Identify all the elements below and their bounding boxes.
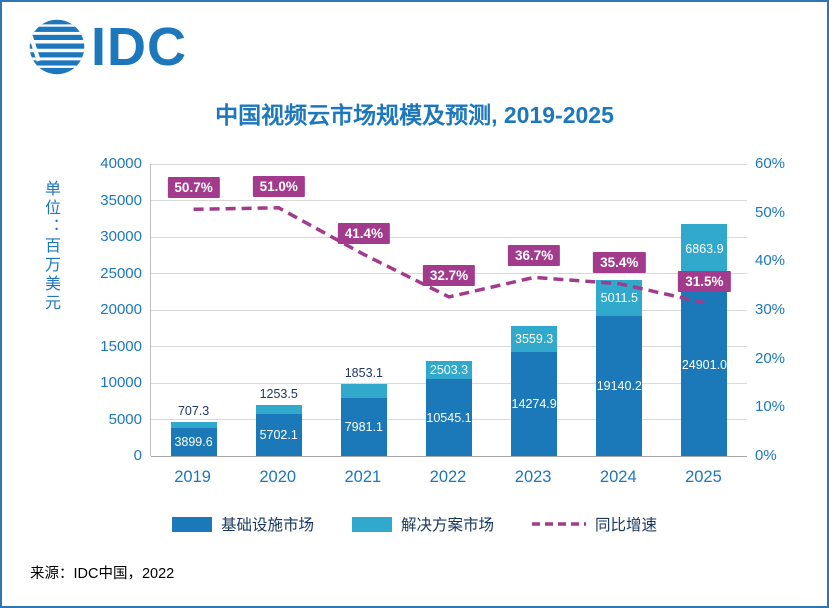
legend-dashed-line-sample <box>532 522 586 526</box>
idc-logo: IDC <box>28 18 187 76</box>
bar-label-solution: 1853.1 <box>344 366 383 381</box>
growth-label: 35.4% <box>593 251 646 273</box>
legend-label-growth: 同比增速 <box>595 517 658 534</box>
y-axis-unit-label: 单位：百万美元 <box>42 180 59 313</box>
bar-label-infrastructure: 7981.1 <box>344 419 383 434</box>
growth-label: 50.7% <box>167 177 220 199</box>
bar-segment-infrastructure <box>426 379 472 456</box>
y-tick-label: 35000 <box>100 191 142 209</box>
bar-segment-solution <box>340 384 387 398</box>
y2-axis-ticks: 0% 10% 20% 30% 40% 50% 60% <box>755 155 805 464</box>
bar-segment-infrastructure <box>340 397 387 456</box>
y-tick-label: 30000 <box>100 228 142 245</box>
bar-label-infrastructure: 24901.0 <box>681 358 728 373</box>
bar-segment-infrastructure <box>596 316 643 456</box>
bar-segment-infrastructure <box>255 414 302 456</box>
y-tick-label: 15000 <box>100 337 142 355</box>
y2-tick-label: 40% <box>755 252 786 270</box>
bar-label-infrastructure: 14274.9 <box>511 396 557 411</box>
bar-label-infrastructure: 5702.1 <box>259 428 298 443</box>
source-note: 来源：IDC中国，2022 <box>30 566 175 582</box>
y-axis-ticks: 0 5000 10000 15000 20000 25000 30000 35000 40000 <box>80 155 142 464</box>
bar-label-infrastructure: 19140.2 <box>596 379 642 394</box>
legend-item-infrastructure: 基础设施市场 <box>171 513 314 535</box>
plot-area: 3899.6 707.3 5702.1 1253.5 7981.1 1853.1 10545… <box>150 163 747 457</box>
x-tick-label: 2024 <box>599 468 637 486</box>
y2-tick-label: 20% <box>755 349 786 367</box>
idc-globe-icon <box>29 19 85 75</box>
x-tick-label: 2022 <box>429 468 467 486</box>
legend-item-growth: 同比增速 <box>532 513 657 535</box>
y-tick-label: 20000 <box>100 301 142 318</box>
gridline <box>151 346 747 347</box>
x-tick-label: 2020 <box>259 468 297 486</box>
bar-label-solution: 707.3 <box>177 404 210 419</box>
x-axis-ticks: 2019 2020 2021 2022 2023 2024 2025 <box>150 468 746 492</box>
bar-segment-solution <box>681 224 728 275</box>
legend-swatch-infrastructure <box>171 516 212 532</box>
y2-tick-label: 50% <box>755 203 786 221</box>
gridline <box>151 236 747 238</box>
growth-label: 51.0% <box>252 175 305 197</box>
bar-label-solution: 2503.3 <box>429 362 469 377</box>
y-tick-label: 25000 <box>100 264 142 282</box>
bar-segment-infrastructure <box>170 427 217 456</box>
growth-line <box>193 206 705 305</box>
idc-logo-text: IDC <box>91 17 187 77</box>
y-tick-label: 10000 <box>100 374 142 391</box>
legend-label-infrastructure: 基础设施市场 <box>220 517 314 534</box>
chart-title: 中国视频云市场规模及预测, 2019-2025 <box>215 102 614 128</box>
y2-tick-label: 0% <box>755 447 777 464</box>
x-tick-label: 2023 <box>514 468 552 486</box>
bar-segment-solution <box>170 422 217 428</box>
x-tick-label: 2025 <box>685 468 722 486</box>
gridline <box>151 309 747 311</box>
bar-segment-solution <box>255 405 302 415</box>
bar-label-solution: 3559.3 <box>515 331 554 346</box>
x-tick-label: 2019 <box>174 468 211 486</box>
bar-label-infrastructure: 10545.1 <box>426 410 472 425</box>
gridline <box>151 455 747 457</box>
y-tick-label: 5000 <box>108 410 142 428</box>
bar-segment-solution <box>426 360 472 380</box>
y2-tick-label: 10% <box>755 398 786 416</box>
x-tick-label: 2021 <box>344 468 382 486</box>
bar-segment-solution <box>511 325 558 352</box>
bar-label-solution: 5011.5 <box>600 291 638 305</box>
growth-label: 32.7% <box>422 264 476 286</box>
gridline <box>151 200 747 201</box>
legend-label-solution: 解决方案市场 <box>400 517 494 534</box>
y2-tick-label: 60% <box>755 155 786 172</box>
bar-segment-infrastructure <box>511 351 558 456</box>
gridline <box>151 163 747 165</box>
legend-item-solution: 解决方案市场 <box>351 513 494 535</box>
growth-label: 36.7% <box>508 245 561 267</box>
bar-label-solution: 6863.9 <box>685 242 724 257</box>
bar-segment-infrastructure <box>681 274 728 456</box>
y-tick-label: 0 <box>133 447 142 464</box>
legend: 基础设施市场 解决方案市场 同比增速 <box>2 513 827 535</box>
bar-label-infrastructure: 3899.6 <box>174 434 213 449</box>
y-tick-label: 40000 <box>100 155 142 172</box>
bar-label-solution: 1253.5 <box>259 387 298 402</box>
growth-label: 41.4% <box>337 222 390 244</box>
legend-swatch-solution <box>351 516 392 532</box>
growth-label: 31.5% <box>678 270 731 292</box>
y2-tick-label: 30% <box>755 301 786 318</box>
